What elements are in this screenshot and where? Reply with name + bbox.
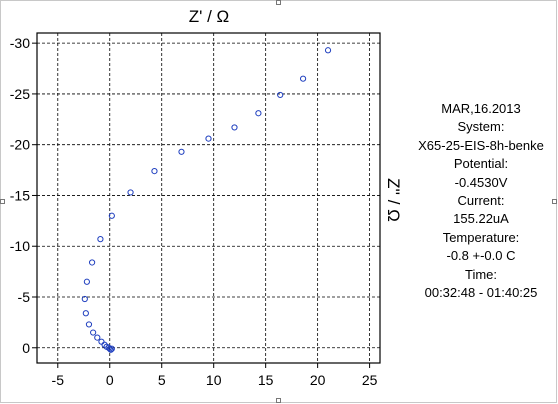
- current-value: 155.22uA: [453, 211, 509, 227]
- x-tick-label: -5: [52, 372, 65, 388]
- system-label: System:: [457, 119, 505, 135]
- data-point: [81, 295, 88, 303]
- data-point: [90, 329, 97, 336]
- x-tick-label: 25: [362, 372, 378, 388]
- time-label: Time:: [464, 266, 498, 282]
- data-point: [324, 47, 332, 54]
- potential-label: Potential:: [453, 156, 509, 172]
- data-points: [81, 47, 332, 353]
- x-tick-label: 10: [206, 372, 222, 388]
- data-point: [107, 346, 114, 353]
- data-point: [255, 110, 262, 117]
- x-tick-label: 20: [310, 372, 326, 388]
- y-tick-label: -20: [10, 137, 30, 153]
- y-axis-label: Z'' / Ω: [384, 178, 403, 222]
- data-point: [178, 148, 185, 155]
- data-point: [205, 135, 212, 142]
- chart-title: Z' / Ω: [189, 7, 230, 26]
- resize-handle-left[interactable]: [0, 199, 5, 204]
- temperature-label: Temperature:: [442, 229, 520, 245]
- data-point: [151, 167, 158, 175]
- data-point: [97, 236, 104, 243]
- data-point: [231, 124, 238, 131]
- system-value: X65-25-EIS-8h-benke: [418, 137, 544, 153]
- x-tick-labels: -5 0 5 10 15 20 25: [52, 372, 378, 388]
- data-point: [108, 345, 115, 352]
- data-point: [83, 278, 90, 285]
- axis-ticks: [32, 42, 371, 368]
- y-tick-labels: -30 -25 -20 -15 -10 -5 0: [10, 35, 30, 356]
- y-tick-label: -25: [10, 86, 30, 102]
- x-tick-label: 0: [106, 372, 114, 388]
- y-tick-label: -5: [18, 289, 31, 305]
- measurement-date: MAR,16.2013: [441, 101, 521, 116]
- measurement-info-panel: MAR,16.2013 System: X65-25-EIS-8h-benke …: [400, 100, 558, 302]
- data-point: [85, 321, 93, 328]
- data-point: [82, 310, 89, 317]
- data-point: [98, 338, 105, 345]
- data-point: [299, 75, 307, 82]
- current-label: Current:: [457, 193, 505, 209]
- resize-handle-right[interactable]: [552, 199, 557, 204]
- time-value: 00:32:48 - 01:40:25: [424, 285, 538, 301]
- y-tick-label: -15: [10, 187, 30, 203]
- data-point: [108, 212, 115, 219]
- data-point: [94, 334, 101, 341]
- data-point: [277, 91, 284, 99]
- resize-handle-top[interactable]: [276, 0, 281, 5]
- resize-handle-bottom[interactable]: [276, 398, 281, 403]
- data-point: [88, 259, 96, 266]
- y-tick-label: -30: [10, 35, 30, 51]
- data-point: [127, 189, 134, 196]
- x-tick-label: 5: [158, 372, 166, 388]
- data-point: [106, 345, 113, 352]
- y-tick-label: -10: [10, 238, 30, 254]
- temperature-value: -0.8 +-0.0 C: [446, 248, 516, 264]
- potential-value: -0.4530V: [454, 174, 508, 190]
- grid-lines: [37, 33, 380, 363]
- plot-area: [36, 32, 381, 364]
- x-tick-label: 15: [258, 372, 274, 388]
- y-tick-label: 0: [22, 340, 30, 356]
